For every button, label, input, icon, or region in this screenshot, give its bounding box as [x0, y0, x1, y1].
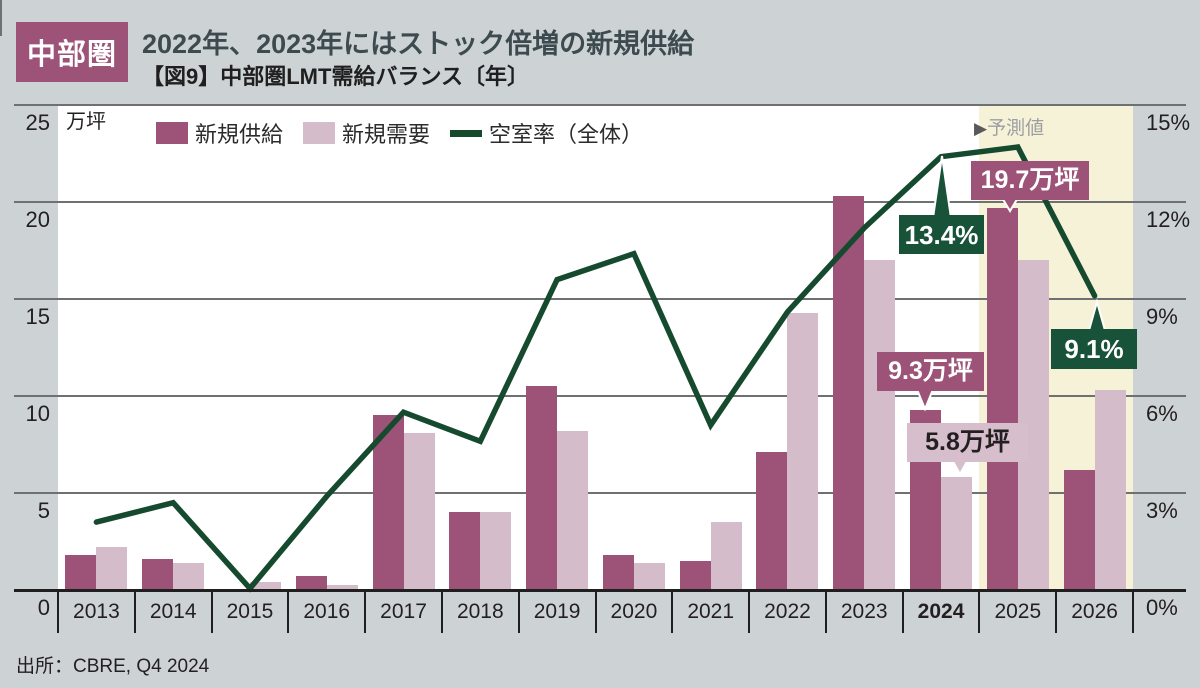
year-separator [824, 590, 827, 633]
callout-supply-2025: 19.7万坪 [971, 161, 1089, 200]
bar-demand-2022 [787, 312, 819, 590]
bar-demand-2021 [710, 522, 742, 590]
callout-demand-2024: 5.8万坪 [907, 423, 1028, 462]
x-axis-label-2019: 2019 [533, 600, 581, 623]
region-badge: 中部圏 [16, 22, 128, 82]
legend-item-1: 新規供給 [156, 117, 283, 149]
left-axis-tick-5: 5 [37, 498, 50, 523]
x-axis-label-2016: 2016 [303, 600, 351, 623]
bar-supply-2019 [526, 386, 558, 590]
legend-bar-swatch [303, 122, 336, 144]
x-axis-label-2023: 2023 [840, 600, 888, 623]
year-separator [671, 590, 674, 633]
year-separator [57, 590, 59, 633]
right-axis-tick-0%: 0% [1146, 595, 1178, 620]
gridline-5 [14, 492, 1186, 494]
right-axis-tick-15%: 15% [1146, 110, 1191, 135]
year-separator [364, 590, 367, 633]
x-axis-label-2017: 2017 [380, 600, 427, 623]
legend-item-3: 空室率（全体） [450, 117, 643, 149]
left-axis-tick-15: 15 [25, 304, 50, 329]
legend-label: 新規需要 [342, 122, 431, 147]
left-axis-unit: 万坪 [66, 111, 106, 133]
bar-supply-2020 [602, 555, 634, 590]
legend-item-2: 新規需要 [303, 117, 430, 149]
bar-supply-2025 [986, 207, 1018, 590]
year-separator [1055, 590, 1058, 633]
bar-supply-2014 [142, 558, 174, 590]
bar-demand-2023 [864, 260, 896, 590]
bar-supply-2023 [833, 196, 865, 590]
forecast-marker-icon: ▶ [974, 119, 988, 138]
right-axis-tick-12%: 12% [1146, 207, 1191, 232]
left-axis-tick-25: 25 [25, 110, 50, 135]
bar-demand-2015 [249, 582, 281, 590]
x-axis-label-2026: 2026 [1071, 600, 1118, 623]
year-separator [594, 590, 597, 633]
chart-title: 2022年、2023年にはストック倍増の新規供給 [142, 29, 695, 59]
bar-supply-2021 [679, 560, 711, 590]
callout-vacancy-2024: 13.4% [899, 215, 984, 254]
x-axis-label-2018: 2018 [456, 600, 504, 623]
bar-supply-2013 [65, 555, 97, 590]
bar-supply-2018 [449, 512, 481, 590]
bar-demand-2017 [403, 432, 435, 590]
vacancy-rate-line [93, 144, 1098, 593]
source-text: 出所：CBRE, Q4 2024 [16, 656, 210, 677]
legend: 新規供給 新規需要 空室率（全体） [156, 117, 653, 149]
x-axis-label-2025: 2025 [994, 600, 1042, 623]
year-separator [517, 590, 520, 633]
bar-demand-2020 [633, 562, 665, 590]
left-axis-tick-10: 10 [25, 401, 50, 426]
year-separator [287, 590, 290, 633]
gridline-10 [14, 395, 1186, 397]
forecast-label: ▶予測値 [974, 113, 1044, 140]
chart-subtitle: 【図9】中部圏LMT需給バランス〔年〕 [142, 64, 529, 89]
right-axis-tick-6%: 6% [1146, 401, 1178, 426]
x-axis-label-2024: 2024 [917, 600, 965, 623]
bar-demand-2019 [557, 430, 589, 590]
right-axis-tick-3%: 3% [1146, 498, 1178, 523]
legend-label: 新規供給 [195, 122, 284, 147]
legend-label: 空室率（全体） [489, 122, 644, 147]
year-separator [440, 590, 443, 633]
year-separator [748, 590, 751, 633]
x-axis-label-2013: 2013 [73, 600, 120, 623]
x-axis-label-2014: 2014 [149, 600, 197, 623]
left-axis-tick-0: 0 [37, 595, 50, 620]
year-separator [1132, 590, 1134, 633]
year-separator [210, 590, 213, 633]
bar-demand-2024 [941, 477, 973, 590]
year-separator [901, 590, 904, 633]
callout-supply-2024: 9.3万坪 [877, 352, 984, 391]
year-separator [133, 590, 136, 633]
legend-bar-swatch [156, 122, 188, 144]
x-axis-label-2021: 2021 [687, 600, 735, 623]
bar-demand-2026 [1094, 390, 1126, 590]
bar-demand-2013 [96, 547, 128, 590]
bar-supply-2016 [295, 576, 327, 590]
bar-supply-2022 [756, 452, 788, 590]
gridline-25 [14, 104, 1186, 106]
year-separator [978, 590, 981, 633]
legend-line-swatch [450, 129, 483, 137]
bar-demand-2018 [480, 512, 512, 590]
forecast-label-text: 予測値 [987, 118, 1045, 139]
callout-vacancy-2026: 9.1% [1051, 329, 1137, 369]
x-axis-line [14, 589, 1186, 592]
x-axis-label-2020: 2020 [610, 600, 658, 623]
bar-supply-2026 [1063, 469, 1095, 590]
gridline-15 [14, 298, 1186, 300]
right-axis-tick-9%: 9% [1146, 304, 1178, 329]
left-axis-tick-20: 20 [25, 207, 50, 232]
bar-demand-2016 [326, 585, 358, 590]
left-axis-tick-mark [0, 0, 2, 36]
bar-demand-2014 [173, 562, 205, 590]
gridline-20 [14, 201, 1186, 203]
x-axis-label-2022: 2022 [764, 600, 811, 623]
x-axis-label-2015: 2015 [226, 600, 274, 623]
